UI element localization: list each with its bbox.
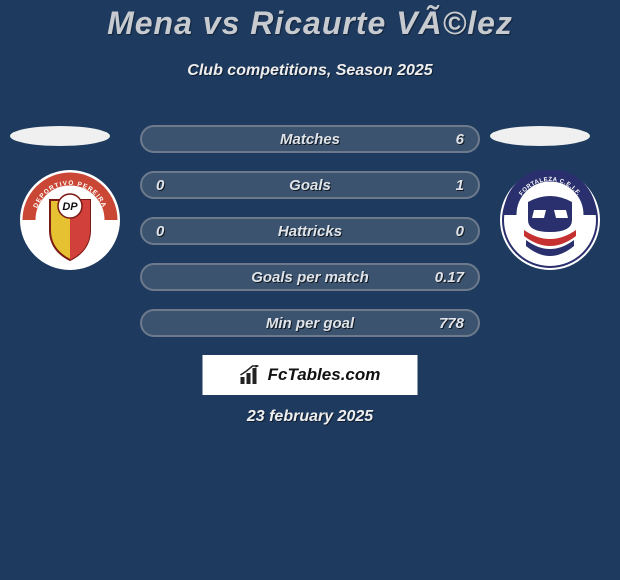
subtitle: Club competitions, Season 2025 — [0, 62, 620, 80]
stat-value-right: 6 — [456, 127, 464, 151]
stat-value-right: 0 — [456, 219, 464, 243]
stat-value-left: 0 — [156, 173, 164, 197]
stat-value-right: 778 — [439, 311, 464, 335]
stat-value-right: 1 — [456, 173, 464, 197]
bar-chart-icon — [240, 365, 262, 385]
svg-text:DP: DP — [62, 201, 78, 213]
stat-row: Goals per match0.17 — [140, 263, 480, 291]
stat-label: Goals per match — [142, 269, 478, 286]
stat-value-left: 0 — [156, 219, 164, 243]
team-logo-left: DEPORTIVO PEREIRADP — [20, 170, 120, 270]
brand-text: FcTables.com — [268, 365, 381, 385]
stat-row: Hattricks0 0 — [140, 217, 480, 245]
brand-box: FcTables.com — [203, 355, 418, 395]
left-player-ellipse — [10, 126, 110, 146]
page-title: Mena vs Ricaurte VÃ©lez — [0, 5, 620, 42]
right-player-ellipse — [490, 126, 590, 146]
stat-row: Min per goal778 — [140, 309, 480, 337]
date-text: 23 february 2025 — [0, 408, 620, 426]
stat-label: Hattricks — [142, 223, 478, 240]
stat-value-right: 0.17 — [435, 265, 464, 289]
stat-label: Matches — [142, 131, 478, 148]
stat-label: Goals — [142, 177, 478, 194]
team-logo-right: FORTALEZA C.E.I.F. — [500, 170, 600, 270]
stat-row: Goals0 1 — [140, 171, 480, 199]
stat-label: Min per goal — [142, 315, 478, 332]
stat-row: Matches6 — [140, 125, 480, 153]
